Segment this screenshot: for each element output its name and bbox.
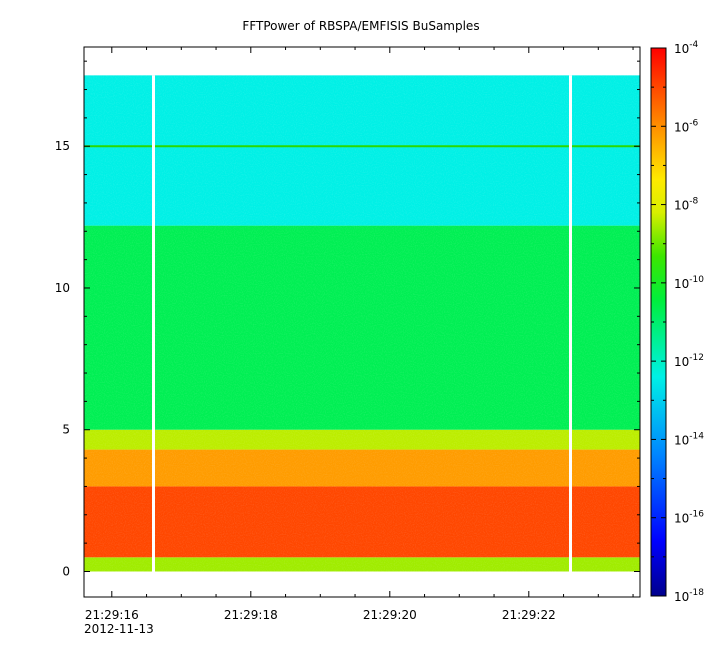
y-tick-label: 0 [62, 564, 70, 578]
colorbar-tick-label: 10-18 [674, 588, 704, 604]
spectrogram-image [84, 75, 640, 572]
x-tick-label: 21:29:16 [85, 608, 139, 622]
y-axis: 0 5 10 15 [55, 60, 640, 578]
colorbar-tick-label: 10-6 [674, 118, 699, 134]
plot-frame [83, 46, 641, 598]
y-tick-label: 10 [55, 281, 70, 295]
colorbar: 10-4 10-6 10-8 10-10 10-12 10-14 10-16 10-18 [650, 40, 704, 604]
x-tick-sub-label: 2012-11-13 [84, 622, 154, 636]
y-tick-label: 15 [55, 139, 70, 153]
chart-title: FFTPower of RBSPA/EMFISIS BuSamples [242, 19, 479, 33]
colorbar-tick-label: 10-10 [674, 275, 704, 291]
data-gap [569, 75, 572, 572]
colorbar-tick-label: 10-12 [674, 353, 704, 369]
colorbar-tick-label: 10-16 [674, 510, 704, 526]
x-axis: 21:29:16 21:29:18 21:29:20 21:29:22 [85, 47, 634, 622]
noise-texture [84, 75, 640, 572]
data-gap [152, 75, 155, 572]
x-tick-label: 21:29:18 [224, 608, 278, 622]
x-tick-label: 21:29:20 [363, 608, 417, 622]
colorbar-tick-label: 10-14 [674, 431, 704, 447]
colorbar-tick-label: 10-8 [674, 197, 699, 213]
colorbar-ticks: 10-4 10-6 10-8 10-10 10-12 10-14 10-16 10-18 [651, 40, 704, 604]
colorbar-tick-label: 10-4 [674, 40, 699, 56]
y-tick-label: 5 [62, 423, 70, 437]
x-tick-label: 21:29:22 [502, 608, 556, 622]
